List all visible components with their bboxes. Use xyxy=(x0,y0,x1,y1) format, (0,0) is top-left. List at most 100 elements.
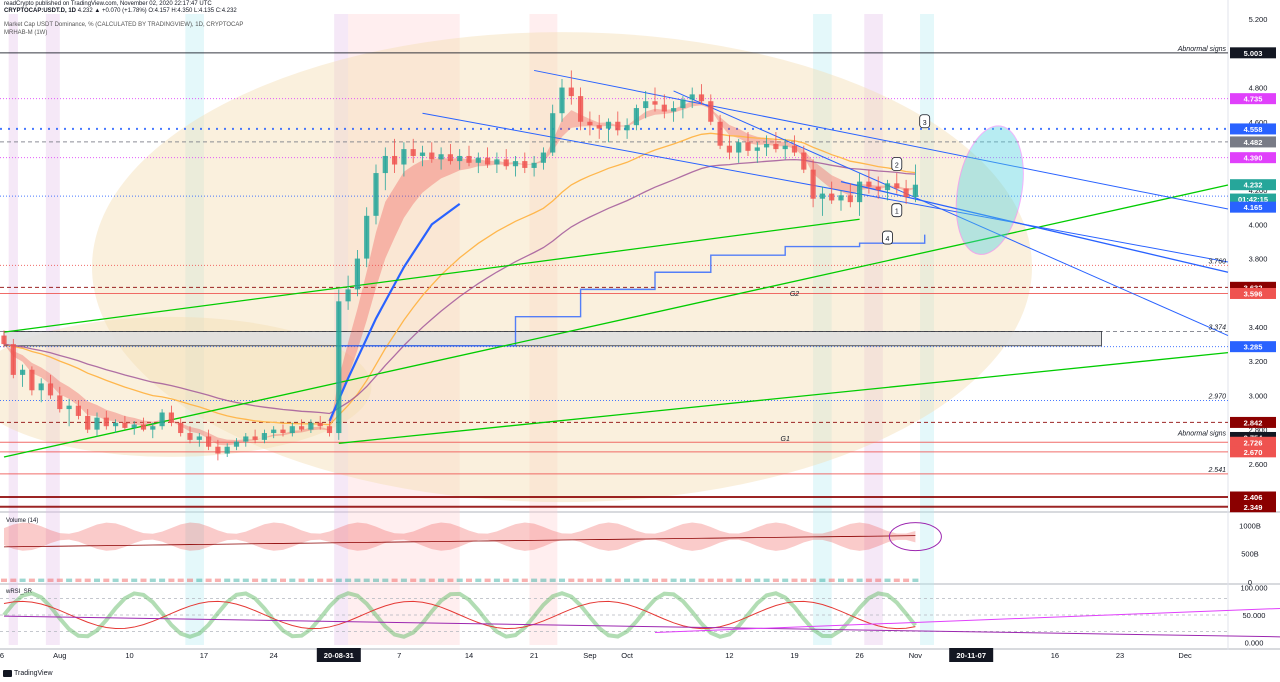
candle-body xyxy=(289,426,295,434)
candle-body xyxy=(884,183,891,191)
candle-body xyxy=(605,121,612,129)
volume-bar xyxy=(112,578,119,582)
session-band-4 xyxy=(348,14,460,645)
rsi-signal xyxy=(3,600,916,630)
candle-body xyxy=(66,405,72,410)
x-tick-label: 19 xyxy=(790,651,798,660)
y-tick-label: 3.200 xyxy=(1249,357,1268,366)
candle-body xyxy=(159,412,165,427)
ohlc-values: 4.232 ▲ +0.070 (+1.78%) O:4.157 H:4.350 … xyxy=(77,8,237,14)
volume-bar xyxy=(707,578,714,582)
level-text: 2.970 xyxy=(1207,394,1226,401)
volume-bar xyxy=(270,578,277,582)
candle-body xyxy=(745,142,751,151)
callout-label: 1 xyxy=(895,209,899,216)
projection-ellipse xyxy=(955,125,1024,255)
volume-bar xyxy=(559,578,565,582)
trendline-blue-2 xyxy=(422,112,1229,263)
candle-body xyxy=(29,369,35,391)
volume-bar xyxy=(772,578,779,582)
volume-bar xyxy=(596,578,603,582)
y-tick-label: 2.600 xyxy=(1249,460,1268,469)
callout-label: 2 xyxy=(895,163,899,170)
trendline-blue-1 xyxy=(534,69,1229,210)
candle-body xyxy=(624,125,630,131)
candle-body xyxy=(894,183,900,189)
price-label-bg xyxy=(1230,446,1276,458)
price-label-bg xyxy=(1230,93,1276,105)
price-label: 4.390 xyxy=(1244,154,1263,163)
candle-body xyxy=(261,433,267,440)
candle-body xyxy=(773,143,779,150)
volume-bar xyxy=(252,578,259,582)
level-text: Abnormal signs xyxy=(1177,430,1227,437)
volume-bar xyxy=(354,578,361,582)
volume-bar xyxy=(661,578,668,582)
volume-bar xyxy=(782,578,789,582)
volume-bar xyxy=(298,578,305,582)
volume-bar xyxy=(103,578,110,582)
candle-body xyxy=(512,161,519,167)
candle-body xyxy=(847,195,853,203)
envelope-cloud-left xyxy=(0,316,372,457)
volume-bar xyxy=(391,578,398,582)
volume-bar xyxy=(893,578,900,582)
volume-bar xyxy=(475,578,482,582)
volume-bar xyxy=(568,578,575,582)
y-tick-label: 3.800 xyxy=(1249,255,1268,264)
candle-body xyxy=(736,142,742,153)
trendline-green-lower xyxy=(338,352,1229,444)
candle-body xyxy=(364,215,370,259)
candle-body xyxy=(150,426,156,430)
candle-body xyxy=(540,152,546,163)
candle-body xyxy=(764,143,770,148)
volume-bar xyxy=(819,578,826,582)
candle-body xyxy=(243,436,249,442)
candle-body xyxy=(85,415,91,430)
volume-bar xyxy=(503,578,510,582)
rsi-tick: 100.000 xyxy=(1240,584,1267,593)
volume-bar xyxy=(791,578,798,582)
candle-body xyxy=(233,441,240,447)
candle-body xyxy=(354,258,360,290)
x-tick-label: 21 xyxy=(530,651,538,660)
candle-body xyxy=(401,149,407,165)
candle-body xyxy=(345,289,351,302)
candle-body xyxy=(38,383,44,391)
price-label-bg xyxy=(1230,179,1276,191)
tradingview-logo[interactable]: TradingView xyxy=(3,670,53,677)
volume-bar xyxy=(326,578,333,582)
candle-body xyxy=(559,87,565,114)
candle-body xyxy=(698,94,705,102)
candle-body xyxy=(568,87,574,97)
candle-body xyxy=(10,344,16,375)
candle-body xyxy=(75,405,81,416)
price-label: 4.735 xyxy=(1244,95,1263,104)
candle-body xyxy=(791,145,798,153)
volume-bar xyxy=(633,578,640,582)
candle-body xyxy=(308,422,314,430)
volume-bar xyxy=(763,578,770,582)
volume-bar xyxy=(847,578,854,582)
trend-ribbon xyxy=(4,100,916,446)
brand-text: TradingView xyxy=(14,670,53,677)
candle-body xyxy=(680,99,686,109)
x-tick-label: 10 xyxy=(125,651,133,660)
volume-title: Volume (14) xyxy=(6,518,38,524)
callout-box xyxy=(891,203,903,218)
volume-bar xyxy=(540,578,547,582)
chart-title: Market Cap USDT Dominance, % (CALCULATED… xyxy=(4,22,244,28)
candle-body xyxy=(633,108,639,126)
price-label-bg xyxy=(1230,501,1276,513)
volume-bar xyxy=(531,578,538,582)
candle-body xyxy=(196,436,202,440)
zone-label: G1 xyxy=(781,436,790,443)
candle-body xyxy=(373,173,379,216)
session-band-8 xyxy=(920,14,934,645)
candle-body xyxy=(47,383,54,396)
candle-body xyxy=(168,412,174,423)
candle-body xyxy=(215,446,221,454)
volume-bar xyxy=(47,578,54,582)
candle-body xyxy=(122,422,128,428)
